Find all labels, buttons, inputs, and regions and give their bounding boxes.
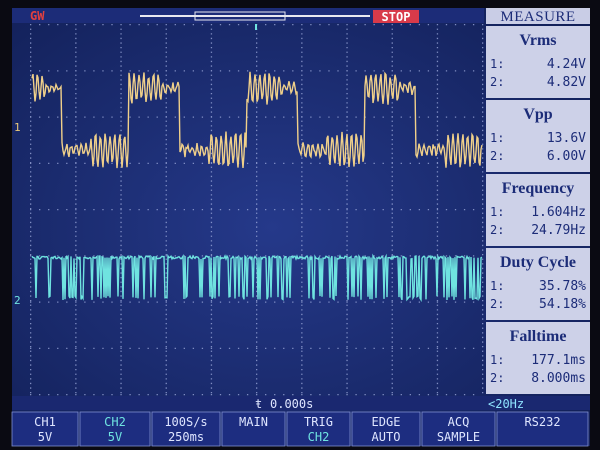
measure-channel: 1:: [490, 353, 504, 367]
softkey-label: ACQ: [448, 415, 470, 429]
softkey-value: 250ms: [168, 430, 204, 444]
measure-value: 35.78%: [539, 279, 586, 294]
softkey-label: EDGE: [372, 415, 401, 429]
measure-channel: 2:: [490, 371, 504, 385]
measure-name: Duty Cycle: [500, 254, 576, 271]
measure-value: 8.000ms: [531, 371, 586, 386]
measure-name: Frequency: [502, 180, 575, 197]
measure-value: 6.00V: [547, 149, 586, 164]
softkey-label: MAIN: [239, 415, 268, 429]
measure-channel: 1:: [490, 57, 504, 71]
softkey-label: RS232: [524, 415, 560, 429]
measure-channel: 2:: [490, 297, 504, 311]
measure-channel: 2:: [490, 75, 504, 89]
softkey-label: CH2: [104, 415, 126, 429]
panel-title: MEASURE: [500, 9, 575, 25]
time-offset: 0.000s: [270, 397, 313, 411]
measure-channel: 1:: [490, 279, 504, 293]
measure-channel: 1:: [490, 131, 504, 145]
measure-name: Vrms: [519, 32, 556, 49]
measure-value: 177.1ms: [531, 353, 586, 368]
measure-value: 24.79Hz: [531, 223, 586, 238]
measure-panel: Vrms 1: 4.24V 2: 4.82V Vpp 1: 13.6V 2: 6.00V Frequ…: [486, 26, 590, 394]
softkey-value: 5V: [108, 430, 122, 444]
softkey-label: CH1: [34, 415, 56, 429]
trigger-symbol: ŧ: [255, 397, 262, 411]
measure-channel: 1:: [490, 205, 504, 219]
measure-value: 4.24V: [547, 57, 586, 72]
measure-name: Falltime: [510, 328, 567, 345]
measure-value: 1.604Hz: [531, 205, 586, 220]
measure-channel: 2:: [490, 223, 504, 237]
measure-name: Vpp: [523, 106, 552, 123]
measure-channel: 2:: [490, 149, 504, 163]
softkey-value: SAMPLE: [437, 430, 480, 444]
softkey-value: 5V: [38, 430, 52, 444]
trigger-note: <20Hz: [488, 397, 524, 411]
softkey-label: TRIG: [304, 415, 333, 429]
ch1-marker: 1: [14, 121, 21, 134]
measure-value: 13.6V: [547, 131, 586, 146]
oscilloscope-screen: GW STOP MEASURE 1 2 Vrms 1: 4.24V 2: 4.82V Vp…: [0, 0, 600, 450]
ch2-marker: 2: [14, 294, 21, 307]
measure-value: 54.18%: [539, 297, 586, 312]
softkey-value: CH2: [308, 430, 330, 444]
softkey-value: AUTO: [372, 430, 401, 444]
run-status: STOP: [382, 10, 411, 24]
softkey-label: 100S/s: [164, 415, 207, 429]
measure-value: 4.82V: [547, 75, 586, 90]
brand: GW: [30, 9, 45, 23]
